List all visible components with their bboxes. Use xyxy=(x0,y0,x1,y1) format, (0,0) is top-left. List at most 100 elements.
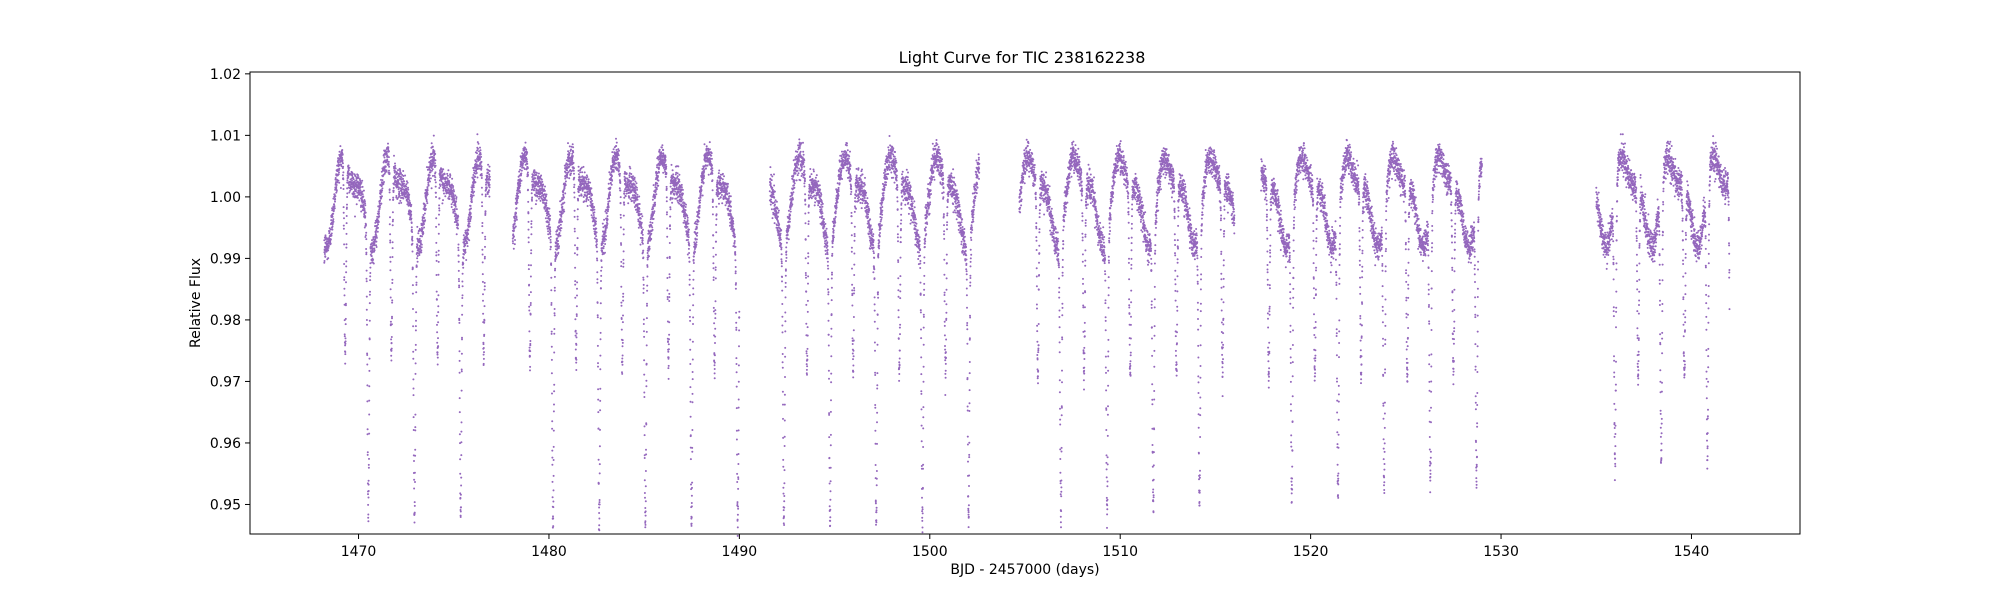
data-point xyxy=(657,179,660,182)
data-point xyxy=(585,200,588,203)
data-point xyxy=(476,141,479,144)
data-point xyxy=(711,206,714,208)
data-point xyxy=(783,393,786,396)
data-point xyxy=(784,311,787,314)
data-point xyxy=(407,186,409,189)
data-point xyxy=(411,235,414,238)
data-point xyxy=(324,235,327,238)
data-point xyxy=(779,234,782,237)
data-point xyxy=(435,196,437,198)
data-point xyxy=(623,190,626,193)
data-point xyxy=(453,190,455,193)
data-point xyxy=(417,232,420,235)
data-point xyxy=(402,170,405,172)
data-point xyxy=(737,364,740,367)
data-point xyxy=(431,168,434,171)
data-point xyxy=(353,184,356,187)
data-point xyxy=(691,401,694,404)
data-point xyxy=(735,371,738,374)
data-point xyxy=(688,278,691,281)
data-point xyxy=(423,216,426,219)
data-point xyxy=(771,186,774,189)
data-point xyxy=(688,242,690,245)
data-point xyxy=(330,232,333,235)
data-point xyxy=(604,251,606,254)
data-point xyxy=(783,500,786,503)
data-point xyxy=(706,164,709,167)
data-point xyxy=(699,192,702,195)
data-point xyxy=(599,428,601,431)
data-point xyxy=(643,434,646,437)
data-point xyxy=(391,282,394,284)
data-point xyxy=(529,313,532,316)
data-point xyxy=(548,237,550,239)
data-point xyxy=(400,176,403,179)
data-point xyxy=(392,198,395,201)
data-point xyxy=(345,246,348,249)
data-point xyxy=(390,342,393,344)
data-point xyxy=(802,153,805,156)
data-point xyxy=(545,199,548,202)
data-point xyxy=(368,357,371,360)
data-point xyxy=(654,195,657,198)
data-point xyxy=(460,506,462,509)
data-point xyxy=(651,198,654,201)
data-point xyxy=(676,172,679,175)
data-point xyxy=(559,229,562,232)
data-point xyxy=(583,200,586,203)
data-point xyxy=(735,311,738,314)
data-point xyxy=(438,197,441,200)
data-point xyxy=(784,274,787,277)
data-point xyxy=(423,226,426,229)
data-point xyxy=(343,333,346,336)
data-point xyxy=(600,260,603,262)
data-point xyxy=(773,222,776,225)
data-point xyxy=(467,233,470,235)
data-point xyxy=(782,417,784,420)
data-point xyxy=(667,377,670,380)
data-point xyxy=(602,245,605,248)
data-point xyxy=(665,200,668,203)
data-point xyxy=(654,203,657,206)
data-point xyxy=(407,196,410,199)
data-point xyxy=(610,183,613,186)
data-point xyxy=(783,445,786,447)
data-point xyxy=(557,235,560,238)
data-point xyxy=(450,186,453,189)
data-point xyxy=(780,260,783,263)
data-point xyxy=(631,199,633,202)
data-point xyxy=(380,202,383,205)
data-point xyxy=(569,174,572,177)
data-point xyxy=(573,191,576,194)
data-point xyxy=(384,149,387,152)
data-point xyxy=(772,193,775,196)
data-point xyxy=(435,241,438,244)
data-point xyxy=(415,265,418,268)
data-point xyxy=(486,175,489,178)
data-point xyxy=(427,168,429,171)
data-point xyxy=(691,446,694,449)
data-point xyxy=(727,207,730,210)
data-point xyxy=(671,197,674,200)
data-point xyxy=(582,196,585,198)
data-point xyxy=(483,305,486,308)
data-point xyxy=(535,174,538,176)
data-point xyxy=(527,200,530,203)
data-point xyxy=(608,200,611,203)
data-point xyxy=(480,160,483,163)
data-point xyxy=(724,204,727,207)
data-point xyxy=(459,493,462,496)
data-point xyxy=(481,253,484,256)
data-point xyxy=(553,289,556,292)
data-point xyxy=(323,251,326,254)
data-point xyxy=(550,303,553,306)
data-point xyxy=(668,300,671,302)
data-point xyxy=(549,246,552,248)
data-point xyxy=(554,267,557,270)
data-point xyxy=(677,165,680,168)
data-point xyxy=(344,353,347,356)
data-point xyxy=(378,206,381,209)
data-point xyxy=(419,246,422,248)
data-point xyxy=(598,445,601,448)
data-point xyxy=(537,183,540,186)
